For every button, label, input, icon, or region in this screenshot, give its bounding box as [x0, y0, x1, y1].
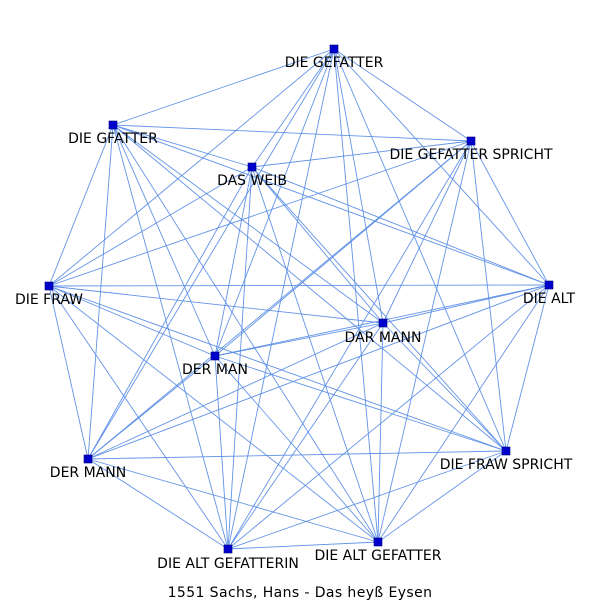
edge-gfatter-alt	[112, 124, 550, 286]
node-gefatter-spricht[interactable]	[466, 136, 476, 146]
edge-gfatter-alt-gefatter	[112, 124, 379, 543]
edge-fraw-alt	[48, 284, 550, 287]
edge-gefatter-gefatter-spricht	[333, 48, 472, 142]
node-label-fraw: DIE FRAW	[15, 292, 83, 308]
edge-alt-alt-gefatterin	[227, 284, 550, 550]
node-der-mann[interactable]	[83, 454, 93, 464]
edge-weib-fraw	[48, 166, 253, 287]
edge-gefatter-spricht-dar-mann	[382, 140, 472, 324]
node-der-man[interactable]	[210, 351, 220, 361]
edge-gefatter-alt-gefatter	[333, 48, 379, 543]
node-label-fraw-spricht: DIE FRAW SPRICHT	[440, 457, 573, 473]
node-label-gefatter-spricht: DIE GEFATTER SPRICHT	[389, 147, 553, 163]
edge-alt-fraw-spricht	[505, 284, 550, 452]
edge-fraw-der-mann	[48, 285, 89, 460]
node-gfatter[interactable]	[108, 120, 118, 130]
edge-gfatter-gefatter-spricht	[112, 124, 472, 142]
node-layer	[44, 44, 554, 554]
edge-layer	[48, 48, 550, 550]
node-label-alt: DIE ALT	[523, 291, 576, 307]
node-label-dar-mann: DAR MANN	[345, 330, 422, 346]
edge-gefatter-fraw-spricht	[333, 48, 507, 452]
node-label-der-man: DER MAN	[182, 362, 248, 378]
edge-gefatter-spricht-fraw-spricht	[470, 140, 507, 452]
node-label-weib: DAS WEIB	[217, 173, 287, 189]
edge-gefatter-der-man	[214, 48, 335, 357]
node-label-der-mann: DER MANN	[50, 465, 126, 481]
graph-caption: 1551 Sachs, Hans - Das heyß Eysen	[168, 585, 433, 600]
edge-der-mann-alt-gefatter	[87, 458, 379, 543]
edge-weib-alt	[251, 166, 550, 286]
edge-weib-alt-gefatterin	[227, 166, 253, 550]
node-alt[interactable]	[544, 280, 554, 290]
node-dar-mann[interactable]	[378, 318, 388, 328]
node-weib[interactable]	[247, 162, 257, 172]
edge-der-man-fraw-spricht	[214, 355, 507, 452]
edge-gefatter-dar-mann	[333, 48, 384, 324]
edge-alt-gefatterin-alt-gefatter	[227, 541, 379, 550]
node-fraw-spricht[interactable]	[501, 446, 511, 456]
edge-der-mann-alt-gefatterin	[87, 458, 229, 550]
edge-gefatter-weib	[251, 48, 335, 168]
edge-gefatter-spricht-alt	[470, 140, 550, 286]
node-label-gfatter: DIE GFATTER	[68, 131, 158, 147]
edge-dar-mann-der-man	[214, 322, 384, 357]
edge-gfatter-fraw-spricht	[112, 124, 507, 452]
node-alt-gefatter[interactable]	[373, 537, 383, 547]
edge-der-man-alt-gefatter	[214, 355, 379, 543]
edge-fraw-der-man	[48, 285, 216, 357]
edge-weib-der-man	[214, 166, 253, 357]
edge-gefatter-gfatter	[112, 48, 335, 126]
edge-dar-mann-alt-gefatterin	[227, 322, 384, 550]
edge-fraw-alt-gefatter	[48, 285, 379, 543]
node-label-alt-gefatterin: DIE ALT GEFATTERIN	[157, 556, 299, 572]
edge-der-mann-fraw-spricht	[87, 450, 507, 460]
edge-gfatter-fraw	[48, 124, 114, 287]
node-label-gefatter: DIE GEFATTER	[285, 55, 384, 71]
edge-alt-der-mann	[87, 284, 550, 460]
edge-dar-mann-der-mann	[87, 322, 384, 460]
node-fraw[interactable]	[44, 281, 54, 291]
edge-fraw-spricht-alt-gefatterin	[227, 450, 507, 550]
edge-gefatter-spricht-weib	[251, 140, 472, 168]
edge-der-man-alt-gefatterin	[214, 355, 229, 550]
label-layer: DIE GEFATTER DIE GFATTER DIE GEFATTER SPRI…	[15, 55, 576, 572]
edge-gefatter-spricht-der-mann	[87, 140, 472, 460]
node-gefatter[interactable]	[329, 44, 339, 54]
edge-gfatter-der-man	[112, 124, 216, 357]
edge-fraw-dar-mann	[48, 285, 384, 324]
edge-gefatter-spricht-alt-gefatter	[377, 140, 472, 543]
edge-der-man-der-mann	[87, 355, 216, 460]
edge-gefatter-spricht-fraw	[48, 140, 472, 287]
edge-gefatter-alt	[333, 48, 550, 286]
edge-weib-fraw-spricht	[251, 166, 507, 452]
edge-weib-dar-mann	[251, 166, 384, 324]
edge-dar-mann-fraw-spricht	[382, 322, 507, 452]
edge-gefatter-der-mann	[87, 48, 335, 460]
edge-gefatter-fraw	[48, 48, 335, 287]
edge-dar-mann-alt-gefatter	[377, 322, 384, 543]
edge-weib-der-mann	[87, 166, 253, 460]
node-alt-gefatterin[interactable]	[223, 544, 233, 554]
edge-gfatter-weib	[112, 124, 253, 168]
edge-alt-alt-gefatter	[377, 284, 550, 543]
edge-gefatter-spricht-alt-gefatterin	[227, 140, 472, 550]
edge-fraw-spricht-alt-gefatter	[377, 450, 507, 543]
edge-fraw-fraw-spricht	[48, 285, 507, 452]
node-label-alt-gefatter: DIE ALT GEFATTER	[314, 548, 441, 564]
